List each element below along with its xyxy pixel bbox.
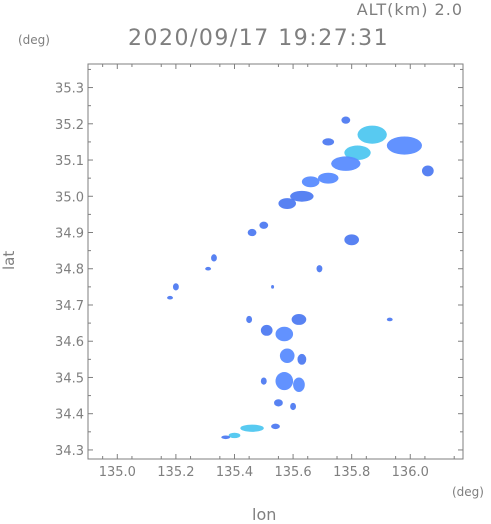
echo-cell-weak [278,198,297,209]
timestamp-title: 2020/09/17 19:27:31 [128,26,390,51]
x-tick-label: 135.2 [157,465,194,480]
echo-cell-weak [341,116,351,124]
echo-cell-weak [322,138,335,146]
x-tick-label: 135.8 [333,465,370,480]
echo-cell-medium [275,326,294,342]
altitude-label: ALT(km) 2.0 [356,0,463,19]
echo-cell-weak [167,295,173,300]
y-tick-label: 35.3 [55,82,84,97]
y-tick-label: 35.2 [55,118,84,133]
echo-cell-medium [331,156,361,171]
echo-cell-weak [172,283,179,291]
x-axis-ticks: 135.0 135.2 135.4 135.6 135.8 136.0 [99,64,455,480]
echo-cell-weak [247,228,257,237]
echo-cell-weak [316,265,323,273]
echo-cell-weak [260,377,267,385]
echo-cell-medium [317,172,339,184]
y-tick-label: 34.3 [55,444,84,459]
echo-cell-strong [240,424,264,432]
x-tick-label: 136.0 [392,465,429,480]
echo-cell-medium [301,176,320,188]
y-axis-unit: (deg) [18,33,50,47]
echo-cell-weak [297,353,307,365]
echo-cell-weak [211,254,217,262]
echo-cell-weak [290,402,297,411]
y-tick-label: 34.7 [55,299,84,314]
echo-cell-weak [274,399,283,407]
x-tick-label: 135.6 [274,465,311,480]
y-tick-label: 34.6 [55,335,84,350]
y-tick-label: 34.9 [55,227,84,242]
echo-cell-weak [291,314,307,325]
x-axis-unit: (deg) [452,485,484,499]
echo-cell-weak [271,423,280,430]
plot-frame [87,63,464,460]
echo-cell-medium [279,348,295,363]
echo-layer [167,116,434,440]
echo-cell-weak [344,234,359,246]
echo-cell-weak [421,165,434,177]
echo-cell-medium [293,377,305,392]
x-tick-label: 135.4 [216,465,253,480]
echo-cell-weak [259,221,269,229]
echo-cell-medium [275,372,294,391]
echo-cell-strong [344,145,371,161]
y-tick-label: 35.1 [55,154,84,169]
y-axis-ticks: 34.3 34.4 34.5 34.6 34.7 34.8 34.9 35.0 35.1 35.2… [55,68,463,459]
echo-cell-weak [221,435,231,440]
echo-cell-weak [205,266,212,271]
echo-cell-weak [290,190,314,202]
echo-cell-weak [260,324,273,336]
echo-cell-medium [386,136,422,155]
x-axis-label: lon [252,505,277,524]
echo-cell-weak [271,285,275,289]
y-tick-label: 35.0 [55,190,84,205]
echo-cell-weak [246,315,253,324]
x-tick-label: 135.0 [99,465,136,480]
y-tick-label: 34.4 [55,408,84,423]
echo-cell-strong [357,125,387,144]
echo-cell-weak [386,317,393,322]
y-tick-label: 34.8 [55,263,84,278]
y-tick-label: 34.5 [55,371,84,386]
echo-cell-strong [228,432,241,439]
